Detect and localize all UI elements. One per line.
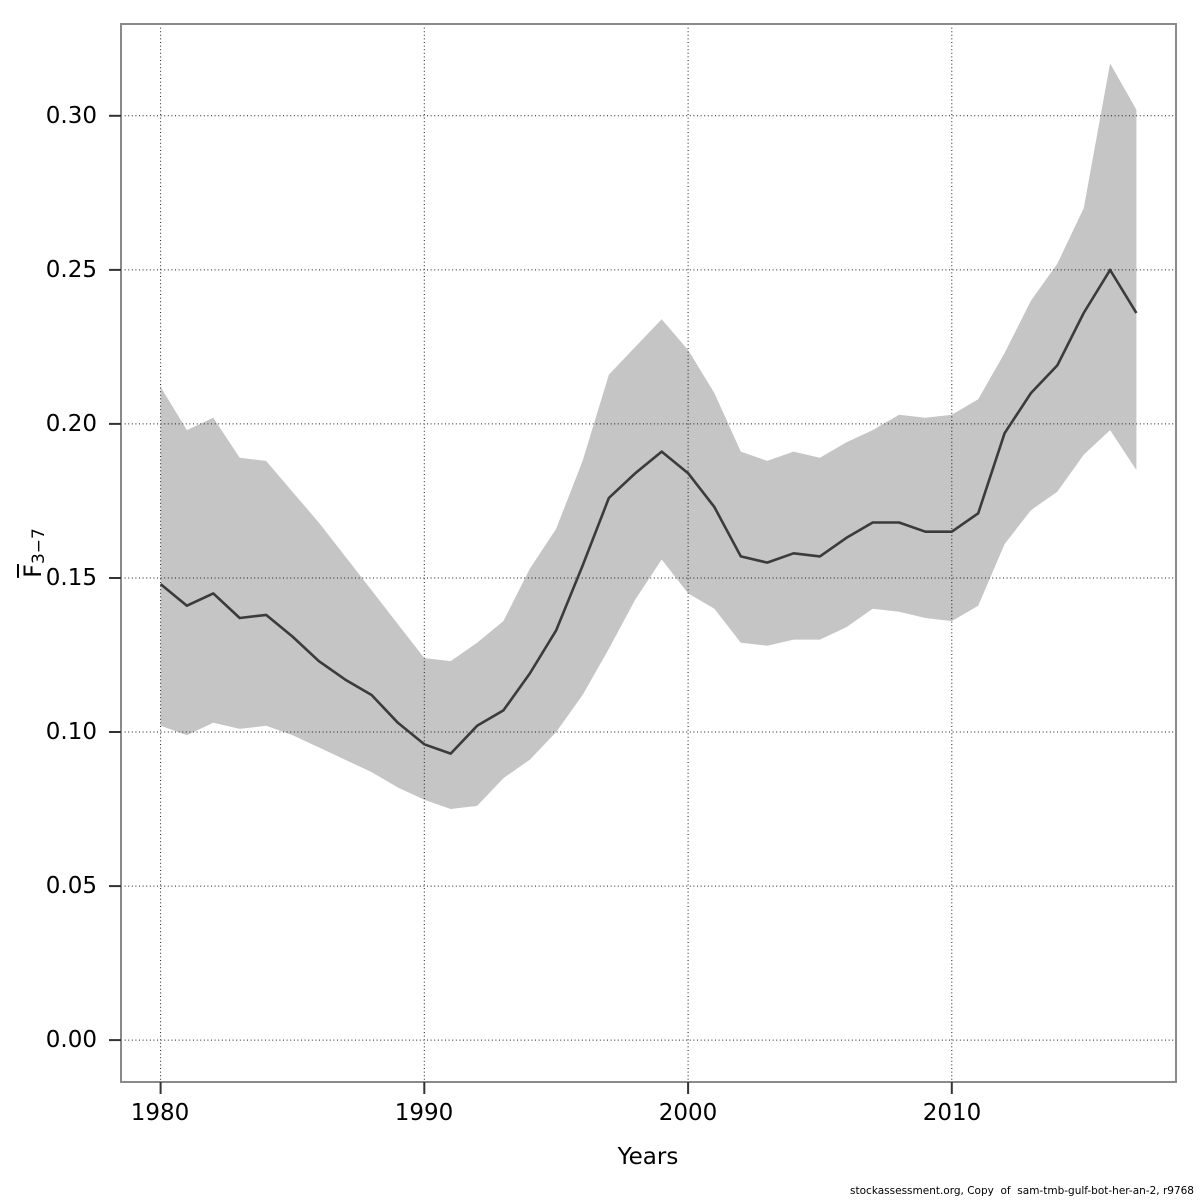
fbar-estimate-line (159, 268, 1138, 755)
plot-border (120, 23, 1177, 1083)
x-tick-label: 2000 (658, 1100, 718, 1126)
y-tick-label: 0.20 (45, 411, 97, 437)
x-tick-label: 1980 (130, 1100, 190, 1126)
y-axis-symbol: F (19, 564, 47, 578)
x-tick-label: 1990 (394, 1100, 454, 1126)
y-tick-label: 0.15 (45, 565, 97, 591)
y-tick-label: 0.30 (45, 103, 97, 129)
confidence-band (160, 63, 1137, 809)
x-axis-title: Years (617, 1144, 679, 1170)
y-tick-label: 0.05 (45, 873, 97, 899)
x-tick-label: 2010 (922, 1100, 982, 1126)
y-axis-subscript: 3−7 (29, 528, 49, 565)
y-tick-label: 0.25 (45, 257, 97, 283)
y-axis-title: F 3−7 (13, 495, 53, 611)
y-tick-label: 0.10 (45, 719, 97, 745)
y-tick-label: 0.00 (45, 1027, 97, 1053)
footer-attribution: stockassessment.org, Copy of sam-tmb-gul… (850, 1185, 1194, 1197)
